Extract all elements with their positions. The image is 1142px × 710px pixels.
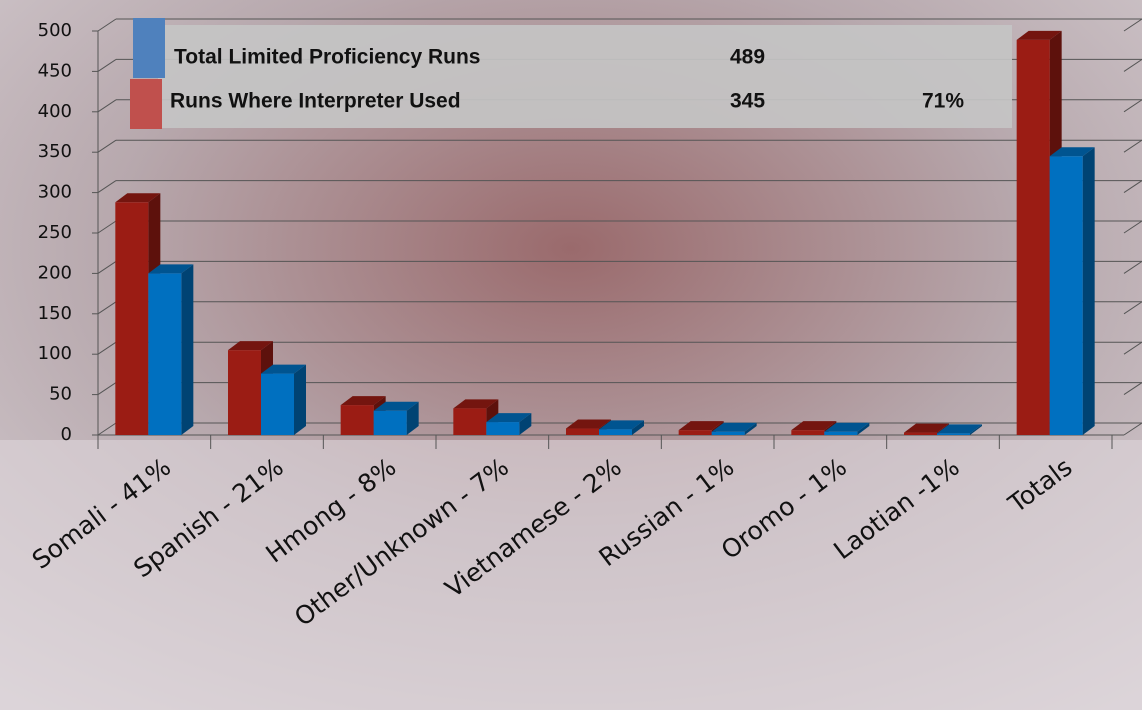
bar-side: [294, 364, 306, 435]
bar-side: [519, 413, 532, 435]
legend-swatch: [133, 18, 165, 78]
bar-side: [1082, 147, 1095, 436]
floor-shade: [0, 440, 1142, 710]
grid-line: [1123, 220, 1142, 234]
bar-top: [824, 422, 870, 432]
grid-line: [1123, 260, 1142, 274]
grid-line: [97, 139, 117, 153]
bar: [1016, 39, 1050, 435]
bar: [261, 373, 294, 435]
bar: [340, 405, 374, 435]
legend-total: 489: [730, 46, 765, 69]
bar-side: [744, 422, 757, 435]
bar: [115, 202, 149, 435]
y-tick-label: 300: [38, 182, 72, 203]
bar-top: [261, 364, 306, 374]
bar-top: [453, 399, 499, 409]
grid-line: [97, 382, 117, 396]
bar-top: [1049, 147, 1095, 157]
bar: [566, 428, 599, 435]
y-tick-label: 350: [38, 141, 72, 162]
bar: [904, 432, 937, 435]
bar-side: [181, 264, 194, 435]
grid-line: [97, 260, 117, 274]
bar-top: [486, 413, 532, 423]
grid-line: [1123, 422, 1142, 436]
grid-line: [97, 301, 117, 315]
y-tick-label: 500: [38, 20, 72, 41]
y-tick-label: 450: [38, 60, 72, 81]
bar-top: [115, 193, 161, 203]
grid-line: [97, 18, 117, 32]
y-tick-label: 150: [38, 303, 72, 324]
bar-top: [904, 423, 949, 433]
bar: [678, 430, 712, 435]
bar-top: [340, 396, 386, 406]
bar-top: [566, 419, 611, 429]
legend-swatch: [130, 79, 162, 129]
bar: [486, 422, 520, 435]
legend-label: Total Limited Proficiency Runs: [174, 46, 481, 69]
bar-top: [678, 421, 724, 431]
bar: [453, 408, 487, 435]
bar: [373, 410, 407, 435]
bar: [824, 431, 858, 435]
bar-side: [632, 420, 644, 435]
bar-top: [1016, 30, 1062, 40]
grid-line: [1123, 180, 1142, 194]
bar-top: [599, 420, 644, 430]
y-tick-label: 100: [38, 343, 72, 364]
grid-line: [97, 180, 117, 194]
legend: Total Limited Proficiency Runs 489 Runs Wh…: [130, 18, 1012, 129]
bar: [711, 431, 745, 435]
bar-side: [406, 401, 419, 435]
legend-label: Runs Where Interpreter Used: [170, 90, 461, 113]
legend-share: 71%: [922, 90, 964, 113]
grid-line: [1123, 341, 1142, 355]
grid-line: [97, 422, 117, 436]
grid-line: [1123, 99, 1142, 113]
bar-top: [937, 424, 982, 434]
y-tick-label: 0: [61, 424, 72, 445]
bar: [791, 430, 825, 435]
grid-line: [1123, 58, 1142, 72]
bar: [148, 273, 182, 435]
grid-line: [1123, 139, 1142, 153]
legend-total: 345: [730, 90, 765, 113]
y-tick-label: 50: [49, 384, 72, 405]
grid-line: [97, 99, 117, 113]
bar: [937, 433, 970, 435]
bar-top: [148, 264, 194, 274]
bar-top: [228, 341, 273, 351]
y-tick-label: 200: [38, 262, 72, 283]
bar-side: [970, 424, 982, 435]
y-tick-label: 250: [38, 222, 72, 243]
bar: [228, 350, 261, 435]
bar-top: [373, 401, 419, 411]
bar-top: [711, 422, 757, 432]
grid-line: [97, 341, 117, 355]
grid-line: [1123, 382, 1142, 396]
grid-line: [1123, 301, 1142, 315]
legend-box: [158, 25, 1012, 128]
grid-line: [97, 58, 117, 72]
bar: [599, 429, 632, 435]
grid-line: [1123, 18, 1142, 32]
grid-line: [97, 220, 117, 234]
y-tick-label: 400: [38, 101, 72, 122]
bar-top: [791, 421, 837, 431]
bar-side: [857, 422, 870, 435]
bar: [1049, 156, 1083, 436]
